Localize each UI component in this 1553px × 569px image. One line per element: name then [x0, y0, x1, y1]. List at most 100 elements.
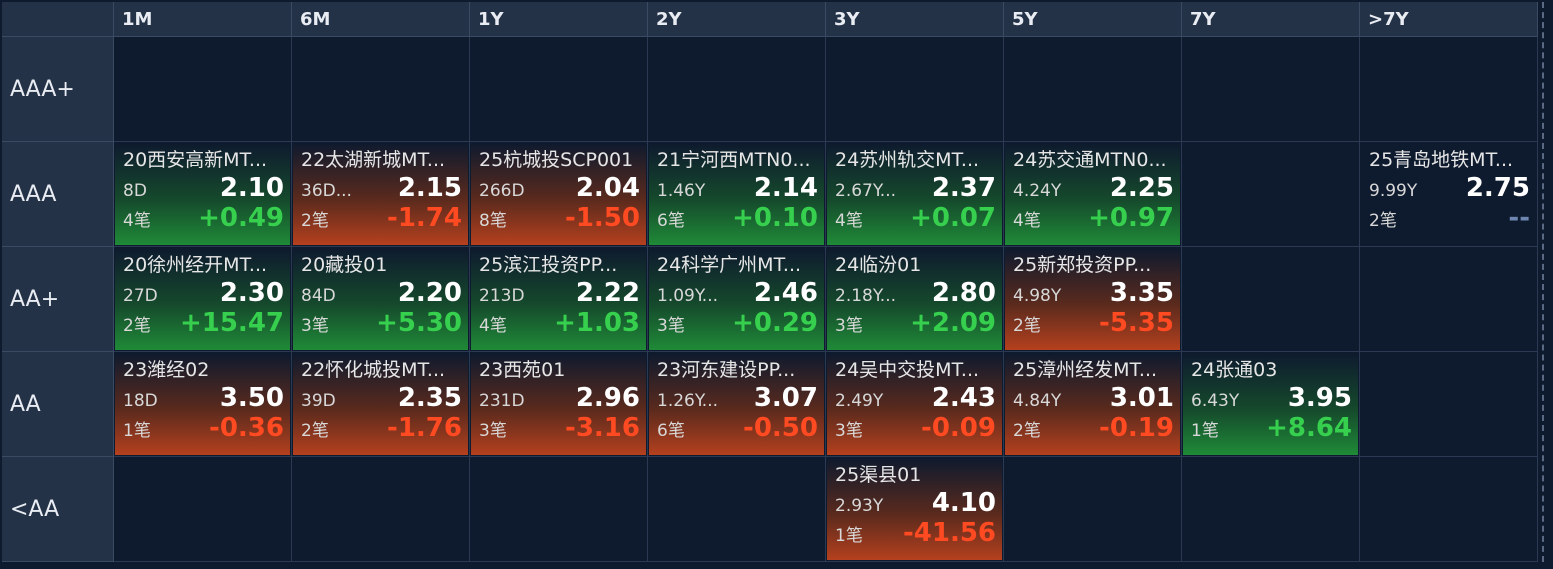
bond-yield: 2.04 — [575, 173, 640, 203]
grid-cell: 22太湖新城MT... 36D... 2.15 2笔 -1.74 — [292, 142, 470, 247]
column-header-5y[interactable]: 5Y — [1004, 2, 1182, 37]
yield-change: +1.03 — [554, 308, 640, 338]
row-header-aaa[interactable]: AAA — [2, 142, 114, 247]
grid-cell — [648, 457, 826, 562]
bond-term: 2.67Y... — [835, 181, 897, 201]
bond-tile[interactable]: 25漳州经发MT... 4.84Y 3.01 2笔 -0.19 — [1005, 353, 1180, 455]
bond-tile[interactable]: 25新郑投资PP... 4.98Y 3.35 2笔 -5.35 — [1005, 248, 1180, 350]
bond-tile[interactable]: 24吴中交投MT... 2.49Y 2.43 3笔 -0.09 — [827, 353, 1002, 455]
bond-tile[interactable]: 25杭城投SCP001 266D 2.04 8笔 -1.50 — [471, 143, 646, 245]
trade-count: 2笔 — [301, 211, 329, 231]
bond-yield: 2.46 — [753, 278, 818, 308]
column-header-7y[interactable]: 7Y — [1182, 2, 1360, 37]
yield-change: +8.64 — [1266, 413, 1352, 443]
trade-count: 1笔 — [1191, 421, 1219, 441]
row-header-aa[interactable]: AA — [2, 352, 114, 457]
trade-count: 6笔 — [657, 421, 685, 441]
bond-tile[interactable]: 25滨江投资PP... 213D 2.22 4笔 +1.03 — [471, 248, 646, 350]
trade-count: 3笔 — [301, 316, 329, 336]
bond-name: 23河东建设PP... — [657, 359, 796, 381]
bond-term: 2.93Y — [835, 496, 884, 516]
bond-yield: 4.10 — [931, 488, 996, 518]
bond-tile[interactable]: 23西苑01 231D 2.96 3笔 -3.16 — [471, 353, 646, 455]
bond-term: 1.46Y — [657, 181, 706, 201]
yield-change: -5.35 — [1099, 308, 1174, 338]
row-header-aaaplus[interactable]: AAA+ — [2, 37, 114, 142]
grid-cell — [1182, 142, 1360, 247]
bond-name: 24苏交通MTN0... — [1013, 149, 1167, 171]
bond-term: 4.98Y — [1013, 286, 1062, 306]
row-header-ltaa[interactable]: <AA — [2, 457, 114, 562]
grid-cell: 24苏州轨交MT... 2.67Y... 2.37 4笔 +0.07 — [826, 142, 1004, 247]
bond-name: 24科学广州MT... — [657, 254, 802, 276]
bond-tile[interactable]: 24临汾01 2.18Y... 2.80 3笔 +2.09 — [827, 248, 1002, 350]
yield-change: +15.47 — [179, 308, 284, 338]
grid-cell — [1360, 352, 1538, 457]
bond-yield: 3.95 — [1287, 383, 1352, 413]
grid-cell: 21宁河西MTN0... 1.46Y 2.14 6笔 +0.10 — [648, 142, 826, 247]
bond-tile[interactable]: 20藏投01 84D 2.20 3笔 +5.30 — [293, 248, 468, 350]
bond-name: 23西苑01 — [479, 359, 566, 381]
bond-yield: 2.43 — [931, 383, 996, 413]
grid-cell: 23潍经02 18D 3.50 1笔 -0.36 — [114, 352, 292, 457]
bond-term: 1.09Y... — [657, 286, 719, 306]
bond-term: 18D — [123, 391, 158, 411]
bond-tile[interactable]: 20西安高新MT... 8D 2.10 4笔 +0.49 — [115, 143, 290, 245]
bond-yield: 3.35 — [1109, 278, 1174, 308]
column-header-6m[interactable]: 6M — [292, 2, 470, 37]
bond-tile[interactable]: 24苏州轨交MT... 2.67Y... 2.37 4笔 +0.07 — [827, 143, 1002, 245]
bond-name: 20藏投01 — [301, 254, 388, 276]
column-header-2y[interactable]: 2Y — [648, 2, 826, 37]
grid-cell — [1182, 457, 1360, 562]
trade-count: 1笔 — [835, 526, 863, 546]
bond-term: 84D — [301, 286, 336, 306]
bond-term: 231D — [479, 391, 525, 411]
column-header-3y[interactable]: 3Y — [826, 2, 1004, 37]
grid-cell — [648, 37, 826, 142]
grid-cell — [1182, 247, 1360, 352]
bond-tile[interactable]: 21宁河西MTN0... 1.46Y 2.14 6笔 +0.10 — [649, 143, 824, 245]
bond-name: 25青岛地铁MT... — [1369, 149, 1514, 171]
grid-right-edge — [1542, 2, 1552, 562]
bond-name: 24张通03 — [1191, 359, 1278, 381]
bond-tile[interactable]: 24科学广州MT... 1.09Y... 2.46 3笔 +0.29 — [649, 248, 824, 350]
grid-cell — [1182, 37, 1360, 142]
row-header-aaplus[interactable]: AA+ — [2, 247, 114, 352]
column-header-1y[interactable]: 1Y — [470, 2, 648, 37]
grid-cell — [292, 37, 470, 142]
grid-cell: 25渠县01 2.93Y 4.10 1笔 -41.56 — [826, 457, 1004, 562]
bond-tile[interactable]: 23河东建设PP... 1.26Y... 3.07 6笔 -0.50 — [649, 353, 824, 455]
bond-tile[interactable]: 25青岛地铁MT... 9.99Y 2.75 2笔 -- — [1361, 143, 1536, 245]
bond-yield: 2.14 — [753, 173, 818, 203]
trade-count: 1笔 — [123, 421, 151, 441]
column-header-gt7y[interactable]: >7Y — [1360, 2, 1538, 37]
bond-tile[interactable]: 22怀化城投MT... 39D 2.35 2笔 -1.76 — [293, 353, 468, 455]
bond-name: 25漳州经发MT... — [1013, 359, 1158, 381]
trade-count: 4笔 — [835, 211, 863, 231]
grid-cell: 25新郑投资PP... 4.98Y 3.35 2笔 -5.35 — [1004, 247, 1182, 352]
yield-change: -1.76 — [387, 413, 462, 443]
bond-tile[interactable]: 22太湖新城MT... 36D... 2.15 2笔 -1.74 — [293, 143, 468, 245]
bond-tile[interactable]: 24苏交通MTN0... 4.24Y 2.25 4笔 +0.97 — [1005, 143, 1180, 245]
bond-term: 39D — [301, 391, 336, 411]
grid-cell: 20徐州经开MT... 27D 2.30 2笔 +15.47 — [114, 247, 292, 352]
grid-cell: 20藏投01 84D 2.20 3笔 +5.30 — [292, 247, 470, 352]
bond-name: 25渠县01 — [835, 464, 922, 486]
bond-name: 25新郑投资PP... — [1013, 254, 1152, 276]
bond-tile[interactable]: 25渠县01 2.93Y 4.10 1笔 -41.56 — [827, 458, 1002, 560]
bond-tile[interactable]: 20徐州经开MT... 27D 2.30 2笔 +15.47 — [115, 248, 290, 350]
bond-term: 1.26Y... — [657, 391, 719, 411]
column-header-1m[interactable]: 1M — [114, 2, 292, 37]
grid-cell — [1360, 247, 1538, 352]
grid-cell — [1004, 457, 1182, 562]
yield-change: -0.50 — [743, 413, 818, 443]
grid-cell — [1360, 457, 1538, 562]
bond-name: 23潍经02 — [123, 359, 210, 381]
bond-tile[interactable]: 24张通03 6.43Y 3.95 1笔 +8.64 — [1183, 353, 1358, 455]
grid-cell — [114, 37, 292, 142]
bond-yield: 2.37 — [931, 173, 996, 203]
trade-count: 8笔 — [479, 211, 507, 231]
yield-change: +5.30 — [376, 308, 462, 338]
bond-tile[interactable]: 23潍经02 18D 3.50 1笔 -0.36 — [115, 353, 290, 455]
grid-cell: 24张通03 6.43Y 3.95 1笔 +8.64 — [1182, 352, 1360, 457]
